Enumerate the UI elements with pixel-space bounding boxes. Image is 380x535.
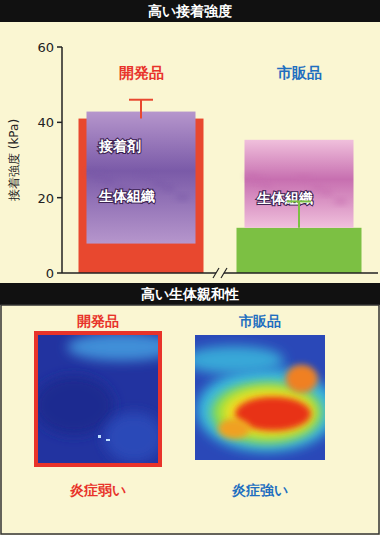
annotation: 生体組織 bbox=[256, 190, 313, 206]
category-label: 開発品 bbox=[119, 64, 164, 82]
error-stem bbox=[298, 201, 300, 227]
inset-texture bbox=[139, 171, 153, 177]
inset-texture bbox=[334, 198, 348, 204]
y-axis bbox=[61, 47, 63, 273]
inset-texture bbox=[176, 194, 190, 200]
inset-texture bbox=[251, 177, 265, 183]
error-bar bbox=[129, 100, 153, 119]
annotation: 生体組織 bbox=[98, 188, 155, 204]
figure: 高い接着強度接着強度 (kPa)0204060接着剤生体組織生体組織開発品市販品… bbox=[0, 0, 380, 535]
category-label: 市販品 bbox=[276, 64, 322, 82]
heatmap-blob bbox=[195, 346, 284, 374]
y-tick-label: 60 bbox=[37, 40, 54, 55]
inset-texture bbox=[162, 185, 176, 191]
panel-title: 高い生体親和性 bbox=[141, 286, 239, 302]
bars bbox=[79, 119, 362, 273]
annotation: 接着剤 bbox=[98, 138, 141, 154]
heatmap-dot bbox=[98, 435, 101, 438]
inset-texture bbox=[320, 189, 334, 195]
heatmap-blob bbox=[218, 419, 250, 439]
inset-texture bbox=[102, 178, 116, 184]
inset-texture bbox=[153, 180, 167, 186]
image-caption: 炎症弱い bbox=[69, 482, 126, 498]
y-tick-label: 0 bbox=[46, 266, 54, 281]
bar bbox=[237, 228, 362, 273]
image-frame bbox=[36, 333, 160, 465]
image-label: 開発品 bbox=[77, 313, 119, 329]
inset-image bbox=[87, 112, 196, 244]
image-caption: 炎症強い bbox=[231, 482, 288, 498]
heatmap-blob bbox=[104, 412, 158, 462]
inset-texture bbox=[93, 173, 107, 179]
inset-texture bbox=[297, 175, 311, 181]
error-cap bbox=[129, 99, 153, 101]
inset-texture bbox=[311, 184, 325, 190]
y-tick-label: 20 bbox=[37, 191, 54, 206]
inset-texture bbox=[260, 182, 274, 188]
heatmap-image bbox=[38, 335, 158, 463]
heatmap-blob bbox=[286, 365, 318, 393]
image-label: 市販品 bbox=[238, 313, 281, 329]
axis-break bbox=[221, 268, 227, 278]
heatmap-image bbox=[195, 335, 325, 460]
axis-break bbox=[213, 268, 219, 278]
inset-image bbox=[245, 140, 354, 228]
heatmap-blob bbox=[67, 335, 158, 361]
panel-header bbox=[0, 283, 380, 305]
error-bar bbox=[287, 201, 311, 227]
heatmap-blob bbox=[38, 375, 114, 435]
error-stem bbox=[140, 100, 142, 119]
y-tick-label: 40 bbox=[37, 115, 54, 130]
y-axis-title: 接着強度 (kPa) bbox=[7, 119, 21, 201]
panel-header bbox=[0, 0, 380, 22]
heatmap-dot bbox=[106, 439, 110, 441]
panel-title: 高い接着強度 bbox=[148, 3, 232, 19]
error-cap bbox=[287, 200, 311, 202]
panel-frame bbox=[1, 305, 379, 534]
panel-background bbox=[0, 0, 380, 284]
